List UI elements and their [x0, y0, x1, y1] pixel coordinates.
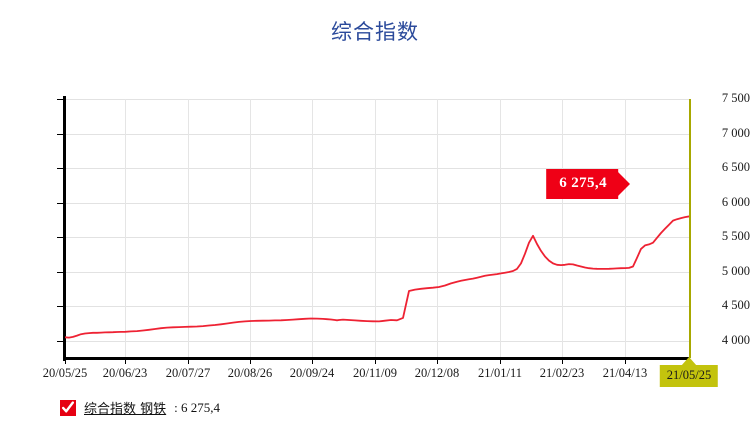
y-axis-tick-mark: [57, 99, 64, 100]
gridline-horizontal: [65, 306, 689, 308]
gridline-horizontal: [65, 133, 689, 135]
gridline-horizontal: [65, 168, 689, 170]
x-axis-tick-label: 20/05/25: [42, 366, 88, 380]
y-axis-tick-label: 6 000: [721, 194, 750, 209]
x-axis-tick-mark: [188, 358, 189, 364]
gridline-vertical: [625, 99, 626, 358]
x-axis-tick-label: 20/07/27: [165, 366, 211, 380]
x-axis-tick-label: 21/01/11: [478, 366, 522, 380]
x-axis-tick-mark: [125, 358, 126, 364]
y-axis-tick-mark: [57, 271, 64, 273]
x-axis-tick-mark: [562, 358, 563, 364]
value-tooltip: 6 275,4: [546, 168, 618, 199]
y-axis-tick-label: 4 500: [721, 298, 750, 313]
legend-separator: :: [174, 399, 182, 415]
x-axis-tick-label: 20/09/24: [289, 366, 335, 380]
value-tooltip-arrow-icon: [618, 171, 630, 196]
y-axis-tick-mark: [57, 237, 64, 239]
x-axis-tick-label: 20/06/23: [102, 366, 148, 380]
x-axis-tick-mark: [500, 358, 501, 364]
y-axis-tick-mark: [57, 306, 64, 308]
y-axis-tick-label: 7 000: [721, 125, 750, 140]
y-axis-tick-label: 5 500: [721, 229, 750, 244]
plot-background: [65, 99, 689, 358]
y-axis-tick-label: 6 500: [721, 160, 750, 175]
x-axis-tick-mark: [625, 358, 626, 364]
page-title: 综合指数: [331, 20, 419, 44]
gridline-vertical: [125, 99, 126, 358]
gridline-horizontal: [65, 237, 689, 239]
gridline-vertical: [312, 99, 313, 358]
y-axis-tick-mark: [57, 202, 64, 204]
y-axis-tick-label: 4 000: [721, 332, 750, 347]
check-icon[interactable]: [60, 399, 76, 416]
legend-series-value: : 6 275,4: [174, 400, 220, 416]
gridline-vertical: [437, 99, 438, 358]
x-axis-tick-label: 21/02/23: [539, 366, 585, 380]
x-axis-tick-label: 20/11/09: [353, 366, 397, 380]
x-badge-arrow-icon: [681, 357, 697, 366]
gridline-vertical: [500, 99, 501, 358]
y-axis-tick-label: 7 500: [721, 91, 750, 105]
gridline-horizontal: [65, 271, 689, 273]
gridline-horizontal: [65, 99, 689, 100]
x-axis-tick-label: 20/12/08: [414, 366, 460, 380]
x-axis-tick-mark: [65, 358, 66, 364]
y-axis-tick-mark: [57, 340, 64, 342]
x-axis-tick-mark: [437, 358, 438, 364]
y-axis-tick-mark: [57, 133, 64, 135]
gridline-vertical: [562, 99, 563, 358]
gridline-horizontal: [65, 202, 689, 204]
x-axis-tick-mark: [250, 358, 251, 364]
x-axis-highlight-badge[interactable]: 21/05/25: [659, 365, 719, 387]
crosshair-line: [689, 99, 691, 358]
series-line-comprehensive-index: [65, 99, 689, 358]
gridline-vertical: [188, 99, 189, 358]
legend-value-number: 6 275,4: [181, 399, 221, 415]
plot-area: [65, 99, 690, 358]
legend: 综合指数 钢铁 : 6 275,4: [60, 398, 220, 417]
series-path: [65, 216, 689, 337]
x-axis-tick-label: 20/08/26: [227, 366, 273, 380]
y-axis-tick-mark: [57, 168, 64, 170]
x-axis-tick-mark: [375, 358, 376, 364]
gridline-horizontal: [65, 340, 689, 342]
y-axis-tick-label: 5 000: [721, 263, 750, 278]
x-axis-tick-label: 21/04/13: [602, 366, 648, 380]
x-axis-line: [63, 357, 690, 360]
legend-series-name[interactable]: 综合指数 钢铁: [84, 402, 167, 417]
gridline-vertical: [375, 99, 376, 358]
x-axis-tick-mark: [312, 358, 313, 364]
y-axis-line: [63, 96, 66, 361]
gridline-vertical: [250, 99, 251, 358]
